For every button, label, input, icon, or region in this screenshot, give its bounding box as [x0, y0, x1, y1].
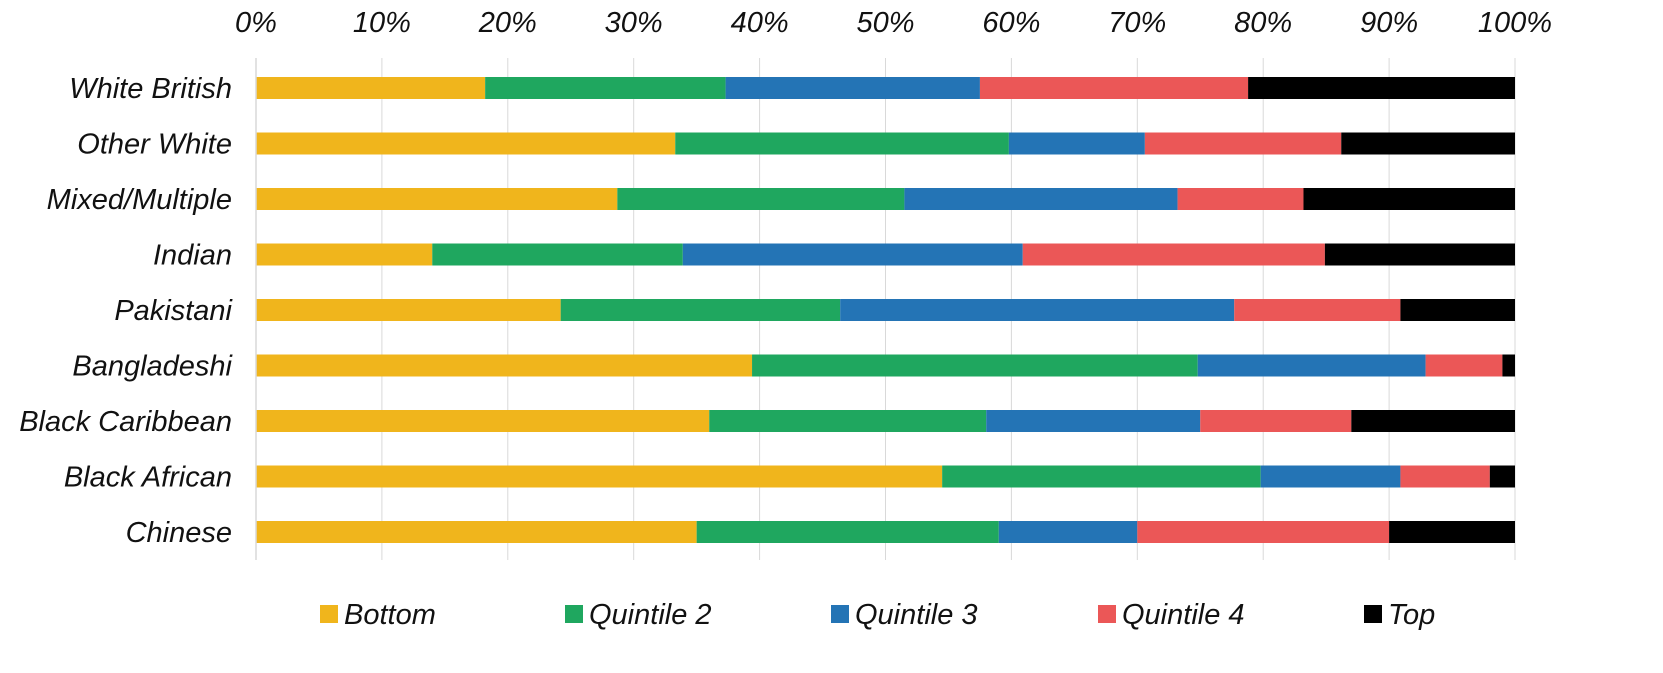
category-label: Mixed/Multiple [47, 184, 232, 216]
x-tick-label: 100% [1478, 7, 1552, 39]
x-tick-label: 90% [1360, 7, 1418, 39]
bar-segment [256, 188, 618, 210]
bar-segment [1341, 132, 1515, 155]
x-tick-label: 0% [235, 7, 277, 39]
bar-segment [256, 354, 753, 377]
legend-swatch [831, 605, 849, 623]
bar-segment [904, 188, 1178, 210]
bar-segment [1144, 132, 1342, 155]
bar-segment [1008, 132, 1145, 155]
bar-segment [1425, 354, 1503, 377]
bar-segment [256, 410, 710, 432]
legend-label: Quintile 4 [1122, 599, 1245, 631]
legend-swatch [320, 605, 338, 623]
legend: Bottom Quintile 2 Quintile 3 Quintile 4 Top [320, 599, 1435, 631]
bars [256, 77, 1515, 543]
x-tick-label: 80% [1234, 7, 1292, 39]
bar-segment [256, 299, 561, 321]
x-tick-label: 30% [605, 7, 663, 39]
category-label: Black Caribbean [19, 406, 232, 438]
bar-segment [1400, 299, 1515, 321]
bar-segment [942, 465, 1261, 488]
bar-segment [1351, 410, 1515, 432]
legend-swatch [1364, 605, 1382, 623]
x-tick-label: 70% [1108, 7, 1166, 39]
x-axis-tick-labels: 0% 10% 20% 30% 40% 50% 60% 70% 80% 90% 100% [235, 7, 1552, 39]
bar-segment [1200, 410, 1352, 432]
bar-segment [682, 243, 1023, 266]
y-axis-category-labels: White British Other White Mixed/Multiple In… [19, 73, 233, 549]
bar-segment [752, 354, 1198, 377]
legend-swatch [565, 605, 583, 623]
category-label: Indian [153, 240, 232, 272]
bar-segment [998, 521, 1138, 543]
bar-segment [256, 77, 486, 99]
category-label: Chinese [126, 517, 232, 549]
bar-segment [725, 77, 980, 99]
bar-segment [617, 188, 905, 210]
bar-segment [1389, 521, 1515, 543]
bar-segment [1137, 521, 1390, 543]
legend-label: Bottom [344, 599, 436, 631]
x-tick-label: 60% [982, 7, 1040, 39]
legend-label: Quintile 2 [589, 599, 712, 631]
bar-segment [979, 77, 1249, 99]
bar-segment [1234, 299, 1401, 321]
legend-label: Top [1388, 599, 1435, 631]
x-tick-label: 20% [478, 7, 537, 39]
legend-swatch [1098, 605, 1116, 623]
x-tick-label: 10% [353, 7, 411, 39]
bar-segment [1260, 465, 1401, 488]
bar-segment [485, 77, 726, 99]
category-label: Bangladeshi [72, 351, 233, 383]
bar-segment [1400, 465, 1490, 488]
bar-segment [560, 299, 841, 321]
bar-segment [1177, 188, 1304, 210]
bar-segment [986, 410, 1201, 432]
bar-segment [696, 521, 999, 543]
bar-segment [256, 243, 433, 266]
bar-segment [1197, 354, 1426, 377]
bar-segment [709, 410, 987, 432]
bar-segment [1248, 77, 1515, 99]
legend-label: Quintile 3 [855, 599, 978, 631]
bar-segment [256, 465, 943, 488]
category-label: Black African [64, 462, 232, 494]
bar-segment [840, 299, 1235, 321]
category-label: White British [69, 73, 232, 105]
bar-segment [1324, 243, 1515, 266]
x-tick-label: 50% [856, 7, 914, 39]
category-label: Other White [77, 129, 232, 161]
bar-segment [1303, 188, 1515, 210]
bar-segment [1489, 465, 1515, 488]
bar-segment [256, 132, 676, 155]
bar-segment [1022, 243, 1325, 266]
bar-segment [256, 521, 697, 543]
bar-segment [675, 132, 1009, 155]
bar-segment [1502, 354, 1515, 377]
bar-segment [432, 243, 683, 266]
category-label: Pakistani [114, 295, 233, 327]
x-tick-label: 40% [731, 7, 789, 39]
